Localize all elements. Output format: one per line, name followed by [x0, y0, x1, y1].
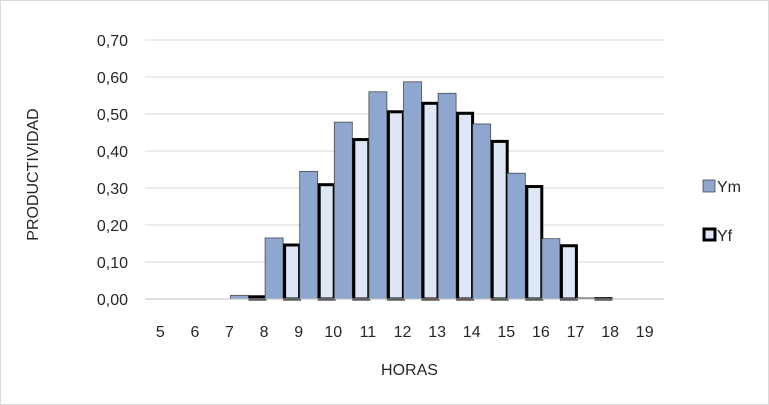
x-tick-label: 7	[225, 324, 234, 341]
bar-ym-16	[541, 238, 561, 300]
x-tick-label: 5	[156, 324, 165, 341]
y-tick-label: 0,70	[97, 33, 128, 50]
bar-yf-9	[317, 183, 336, 301]
legend-label-yf: Yf	[717, 228, 733, 245]
x-tick-label: 19	[636, 324, 654, 341]
x-tick-label: 12	[394, 324, 412, 341]
y-axis-tick-labels: 0,00 0,10 0,20 0,30 0,40 0,50 0,60 0,70	[97, 33, 128, 309]
bar-ym-9	[299, 170, 319, 300]
x-tick-label: 11	[360, 324, 377, 341]
bars	[230, 81, 613, 301]
bar-ym-10	[333, 121, 353, 300]
bar-yf-12	[421, 101, 440, 301]
y-tick-label: 0,50	[97, 107, 128, 124]
x-tick-label: 8	[260, 324, 269, 341]
x-tick-label: 15	[497, 324, 515, 341]
x-axis-title: HORAS	[381, 362, 438, 379]
bar-ym-11	[368, 91, 388, 300]
bar-yf-8	[283, 243, 302, 301]
legend-swatch-ym	[702, 179, 716, 193]
legend-label-ym: Ym	[717, 179, 741, 196]
y-tick-label: 0,00	[97, 292, 128, 309]
y-tick-label: 0,30	[97, 181, 128, 198]
bar-ym-15	[506, 172, 526, 300]
y-tick-label: 0,10	[97, 255, 128, 272]
y-tick-label: 0,20	[97, 218, 128, 235]
bar-yf-11	[386, 110, 405, 301]
bar-ym-13	[437, 92, 457, 300]
x-tick-label: 10	[324, 324, 342, 341]
y-axis-title: PRODUCTIVIDAD	[25, 108, 42, 240]
x-tick-label: 6	[190, 324, 199, 341]
bar-ym-7	[230, 294, 249, 300]
x-tick-label: 13	[428, 324, 446, 341]
legend-swatch-yf	[702, 227, 717, 242]
bar-yf-10	[352, 138, 371, 301]
legend: Ym Yf	[702, 179, 741, 245]
bar-yf-14	[490, 139, 509, 301]
x-tick-label: 18	[601, 324, 619, 341]
bar-ym-14	[472, 123, 492, 300]
x-tick-label: 9	[294, 324, 303, 341]
bar-yf-15	[525, 185, 544, 301]
bar-ym-12	[403, 81, 422, 300]
y-tick-label: 0,60	[97, 70, 128, 87]
x-tick-label: 14	[463, 324, 481, 341]
y-tick-label: 0,40	[97, 144, 128, 161]
x-tick-label: 17	[567, 324, 585, 341]
x-axis-tick-labels: 5 6 7 8 9 10 11 12 13 14 15 16 17 18 19	[156, 324, 654, 341]
bar-yf-16	[559, 244, 578, 301]
x-tick-label: 16	[532, 324, 550, 341]
bar-yf-13	[456, 111, 475, 301]
bar-ym-8	[264, 237, 284, 300]
